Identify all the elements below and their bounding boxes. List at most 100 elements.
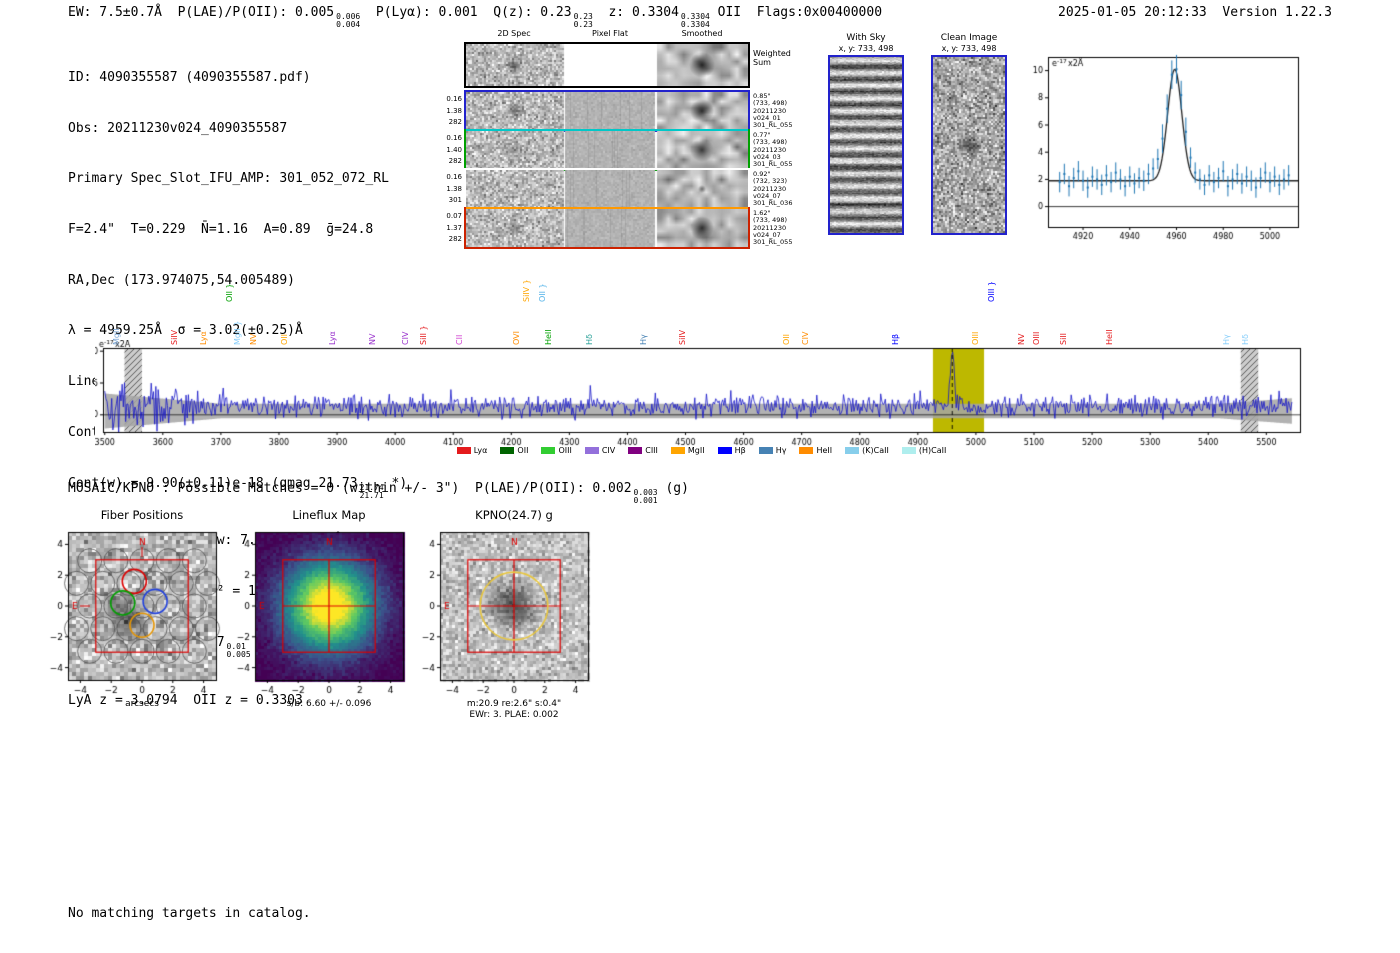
- line-label-nv: NV: [249, 333, 259, 345]
- line-label-oii: OII: [782, 333, 792, 345]
- legend-label: (H)CaII: [918, 446, 947, 455]
- legend-label: (K)CaII: [862, 446, 889, 455]
- legend-swatch: [541, 447, 556, 454]
- strip-row-left-labels: 0.16 1.38 301: [446, 173, 462, 204]
- line-label-civ: CIV: [401, 331, 411, 345]
- legend-item: CIII: [628, 446, 658, 455]
- legend-label: MgII: [687, 446, 705, 455]
- line-label-lyα: Lyα: [199, 331, 209, 345]
- legend-swatch: [628, 447, 643, 454]
- info-line-cont-w: Cont(w) = 9.90(±0.11)e-18 (gmag 21.73 21.…: [68, 475, 408, 500]
- line-label-ovi: OVI: [511, 331, 521, 345]
- legend-item: MgII: [670, 446, 705, 455]
- legend-swatch: [758, 447, 773, 454]
- header-summary: EW: 7.5±0.7Å P(LAE)/P(OII): 0.005 0.006 0.…: [68, 5, 882, 29]
- line-label-oii: OII }: [224, 283, 234, 302]
- spectrum-legend: Lyα OII OIII CIV CIII MgII Hβ Hγ HeII (K)CaII (H)C…: [103, 446, 1300, 455]
- full-spectrum-plot: [95, 340, 1315, 452]
- strip-row-left-labels: 0.07 1.37 282: [446, 212, 462, 243]
- weighted-sum-label: Weighted Sum: [753, 49, 791, 67]
- legend-item: HeII: [799, 446, 832, 455]
- lineflux-map-image: [229, 526, 419, 710]
- column-header-2dspec: 2D Spec: [497, 29, 531, 38]
- qz-range: 0.23 0.23: [573, 12, 593, 29]
- legend-swatch: [584, 447, 599, 454]
- info-line-obs: Obs: 20211230v024_4090355587: [68, 120, 288, 136]
- legend-item: (K)CaII: [845, 446, 889, 455]
- 2d-spec-strip-exp2: [464, 129, 750, 171]
- kpno-caption: m:20.9 re:2.6" s:0.4": [466, 699, 562, 709]
- legend-label: HeII: [816, 446, 833, 455]
- clean-image: [931, 55, 1007, 235]
- line-label-hγ: Hγ: [1222, 334, 1232, 345]
- line-label-mgii: MgII }: [233, 320, 243, 345]
- legend-swatch: [670, 447, 685, 454]
- legend-label: CIV: [601, 446, 616, 455]
- legend-item: (H)CaII: [901, 446, 947, 455]
- 2d-spec-strip-exp3: [464, 168, 750, 210]
- plae-poii-value: P(LAE)/P(OII): 0.005: [177, 5, 335, 20]
- 2d-spec-strip-exp1: [464, 90, 750, 132]
- z-classification: OII: [709, 5, 757, 20]
- line-label-hδ: Hδ: [1241, 334, 1251, 345]
- line-label-nv: NV: [1016, 333, 1026, 345]
- line-label-siiv: SiIV: [170, 329, 180, 345]
- line-label-heii: HeII: [544, 329, 554, 345]
- legend-label: OII: [517, 446, 529, 455]
- line-label-civ: CIV: [800, 331, 810, 345]
- line-label-hγ: Hγ: [638, 334, 648, 345]
- footer-line-1: No matching targets in catalog.: [68, 906, 311, 921]
- line-label-heii: HeII: [1105, 329, 1115, 345]
- legend-label: OIII: [558, 446, 572, 455]
- info-line-id: ID: 4090355587 (4090355587.pdf): [68, 69, 311, 85]
- fiber-positions-xlabel: arcsecs: [125, 699, 159, 709]
- lineflux-caption: s/b: 6.60 +/- 0.096: [286, 699, 372, 709]
- z-range: 0.3304 0.3304: [680, 12, 710, 29]
- column-header-pixelflat: Pixel Flat: [592, 29, 628, 38]
- line-label-mgii: MgII: [112, 328, 121, 345]
- line-fit-plot: [1030, 48, 1308, 244]
- kpno-caption2: EWr: 3. PLAE: 0.002: [469, 710, 559, 720]
- mosaic-summary: MOSAIC/KPNO : Possible Matches = 0 (with…: [68, 481, 689, 505]
- info-line-radec: RA,Dec (173.974075,54.005489): [68, 272, 295, 288]
- kpno-title: KPNO(24.7) g: [475, 508, 553, 522]
- legend-item: OII: [500, 446, 528, 455]
- plae-poii-range: 0.006 0.004: [336, 12, 361, 29]
- plya-value: P(Lyα): 0.001: [360, 5, 494, 20]
- timestamp-version: 2025-01-05 20:12:33 Version 1.22.3: [1058, 5, 1332, 22]
- line-label-hδ: Hδ: [584, 334, 594, 345]
- legend-item: Lyα: [456, 446, 488, 455]
- legend-swatch: [456, 447, 471, 454]
- with-sky-title: With Sky: [846, 33, 886, 43]
- with-sky-coords: x, y: 733, 498: [838, 44, 894, 53]
- legend-swatch: [901, 447, 916, 454]
- z-value: z: 0.3304: [592, 5, 679, 20]
- footer-notes: No matching targets in catalog. Row inte…: [68, 875, 311, 953]
- legend-item: Hβ: [717, 446, 746, 455]
- line-label-oii: OII }: [538, 283, 548, 302]
- line-label-oiii: OIII }: [986, 280, 996, 302]
- line-label-oiii: OIII: [1031, 331, 1041, 345]
- ew-value: EW: 7.5±0.7Å: [68, 5, 178, 20]
- kpno-image: [414, 526, 604, 710]
- strip-row-right-labels: 0.92" (732, 323) 20211230 v024_07 301_RL_036: [753, 170, 793, 208]
- line-label-siii: SiII: [1058, 332, 1068, 345]
- strip-row-right-labels: 0.77" (733, 498) 20211230 v024_03 301_RL_055: [753, 131, 793, 169]
- line-label-oiii: OIII: [970, 331, 980, 345]
- strip-row-left-labels: 0.16 1.38 282: [446, 95, 462, 126]
- flags-value: Flags:0x00400000: [756, 5, 883, 20]
- fiber-positions-image: [42, 526, 232, 710]
- line-label-siiv: SiIV }: [522, 279, 532, 302]
- legend-item: CIV: [584, 446, 616, 455]
- legend-item: OIII: [541, 446, 572, 455]
- legend-item: Hγ: [758, 446, 787, 455]
- line-label-cii: CII: [454, 334, 464, 345]
- line-label-hβ: Hβ: [891, 333, 901, 345]
- clean-image-coords: x, y: 733, 498: [941, 44, 997, 53]
- info-line-wavelength: λ = 4959.25Å σ = 3.02(±0.25)Å: [68, 323, 303, 339]
- legend-label: Lyα: [473, 446, 488, 455]
- legend-swatch: [799, 447, 814, 454]
- legend-label: Hγ: [775, 446, 787, 455]
- strip-row-right-labels: 1.62" (733, 498) 20211230 v024_07 301_RL_055: [753, 209, 793, 247]
- line-label-siii: SiII }: [418, 325, 428, 345]
